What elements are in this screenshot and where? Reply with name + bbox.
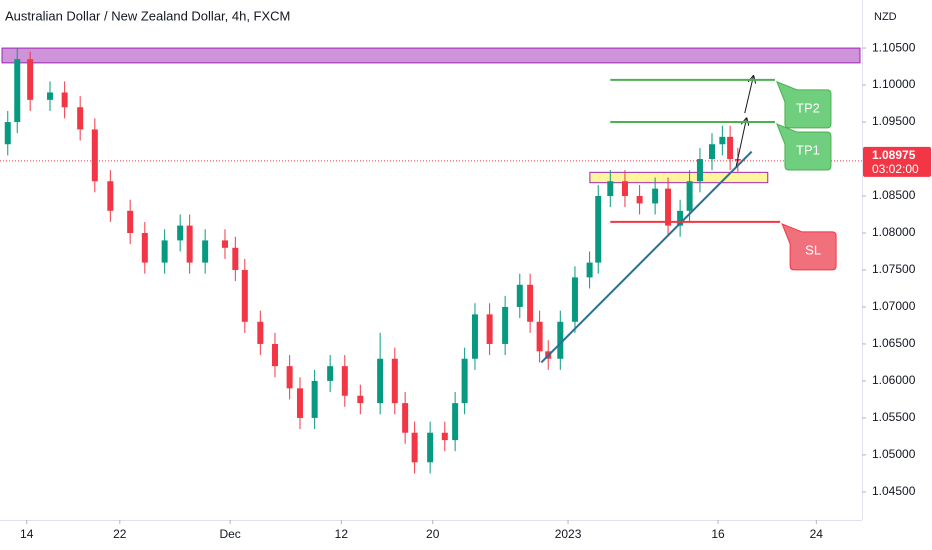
candle-body (232, 247, 239, 270)
candle-body (696, 159, 703, 182)
candle-body (665, 188, 672, 226)
callout-box (776, 80, 832, 129)
candle-body (27, 59, 34, 100)
x-tick-label: 24 (810, 527, 824, 541)
candle-body (461, 358, 468, 404)
candle-body (516, 284, 523, 307)
candle-body (727, 136, 734, 160)
candle-body (391, 358, 398, 404)
callout-box (781, 223, 837, 271)
y-tick-label: 1.09500 (872, 114, 916, 128)
candle-body (161, 240, 168, 263)
y-tick-label: 1.05500 (872, 410, 916, 424)
candle-body (571, 277, 578, 322)
y-tick-label: 1.08500 (872, 188, 916, 202)
candle-body (357, 395, 364, 404)
projection-arrow (744, 76, 754, 114)
candle-body (127, 210, 134, 234)
candle-body (636, 196, 643, 204)
candle-body (686, 181, 693, 211)
zone (589, 171, 769, 184)
candle-body (719, 136, 726, 145)
candle-body (241, 269, 248, 322)
candle-body (536, 321, 543, 352)
candle-body (557, 321, 564, 359)
candle-body (652, 188, 659, 204)
y-tick-label: 1.10500 (872, 40, 916, 54)
x-tick-label: 20 (426, 527, 440, 541)
candle-body (607, 181, 614, 197)
callout-label: TP1 (796, 142, 820, 157)
last-price-label: 1.08975 (872, 148, 916, 162)
projection-arrow (735, 118, 746, 167)
candle-body (427, 432, 434, 463)
y-tick-label: 1.06000 (872, 373, 916, 387)
x-tick-label: 2023 (555, 527, 582, 541)
y-tick-label: 1.07500 (872, 262, 916, 276)
candle-body (527, 284, 534, 322)
y-tick-label: 1.06500 (872, 336, 916, 350)
callout-label: SL (805, 242, 821, 257)
candle-body (186, 225, 193, 263)
candle-body (177, 225, 184, 241)
candle-body (107, 181, 114, 211)
candle-body (677, 210, 684, 226)
chart-title: Australian Dollar / New Zealand Dollar, … (5, 8, 290, 23)
candle-body (341, 366, 348, 396)
last-price-box (863, 146, 931, 177)
candle-body (311, 380, 318, 418)
candle-body (286, 366, 293, 389)
callout-box (776, 123, 832, 171)
currency-label: NZD (874, 11, 897, 23)
y-tick-label: 1.07000 (872, 299, 916, 313)
candle-body (296, 388, 303, 418)
candle-body (4, 122, 11, 145)
x-tick-label: 12 (335, 527, 349, 541)
trendline (540, 150, 753, 364)
candle-body (452, 403, 459, 441)
candle-body (377, 358, 384, 404)
y-tick-label: 1.04500 (872, 484, 916, 498)
candle-body (61, 92, 68, 108)
candle-body (141, 233, 148, 263)
y-tick-label: 1.05000 (872, 447, 916, 461)
y-tick-label: 1.08000 (872, 225, 916, 239)
candle-body (586, 262, 593, 278)
candle-body (402, 403, 409, 433)
candle-body (221, 240, 228, 248)
candle-body (595, 196, 602, 263)
candle-body (202, 240, 209, 263)
candle-body (502, 306, 509, 344)
candle-body (91, 129, 98, 182)
candle-body (621, 181, 628, 197)
x-tick-label: 14 (20, 527, 34, 541)
zone (1, 47, 861, 64)
callout-label: TP2 (796, 100, 820, 115)
candle-body (77, 107, 84, 130)
candle-body (709, 144, 716, 160)
y-tick-label: 1.10000 (872, 77, 916, 91)
candle-body (441, 432, 448, 441)
x-tick-label: Dec (219, 527, 240, 541)
candle-body (14, 59, 21, 123)
candle-body (486, 314, 493, 344)
candle-body (257, 321, 264, 344)
x-tick-label: 16 (711, 527, 725, 541)
candle-body (271, 343, 278, 367)
countdown-label: 03:02:00 (872, 162, 919, 176)
candle-body (411, 432, 418, 463)
candle-body (46, 92, 53, 100)
candle-body (471, 314, 478, 359)
x-tick-label: 22 (113, 527, 127, 541)
candle-body (327, 366, 334, 381)
